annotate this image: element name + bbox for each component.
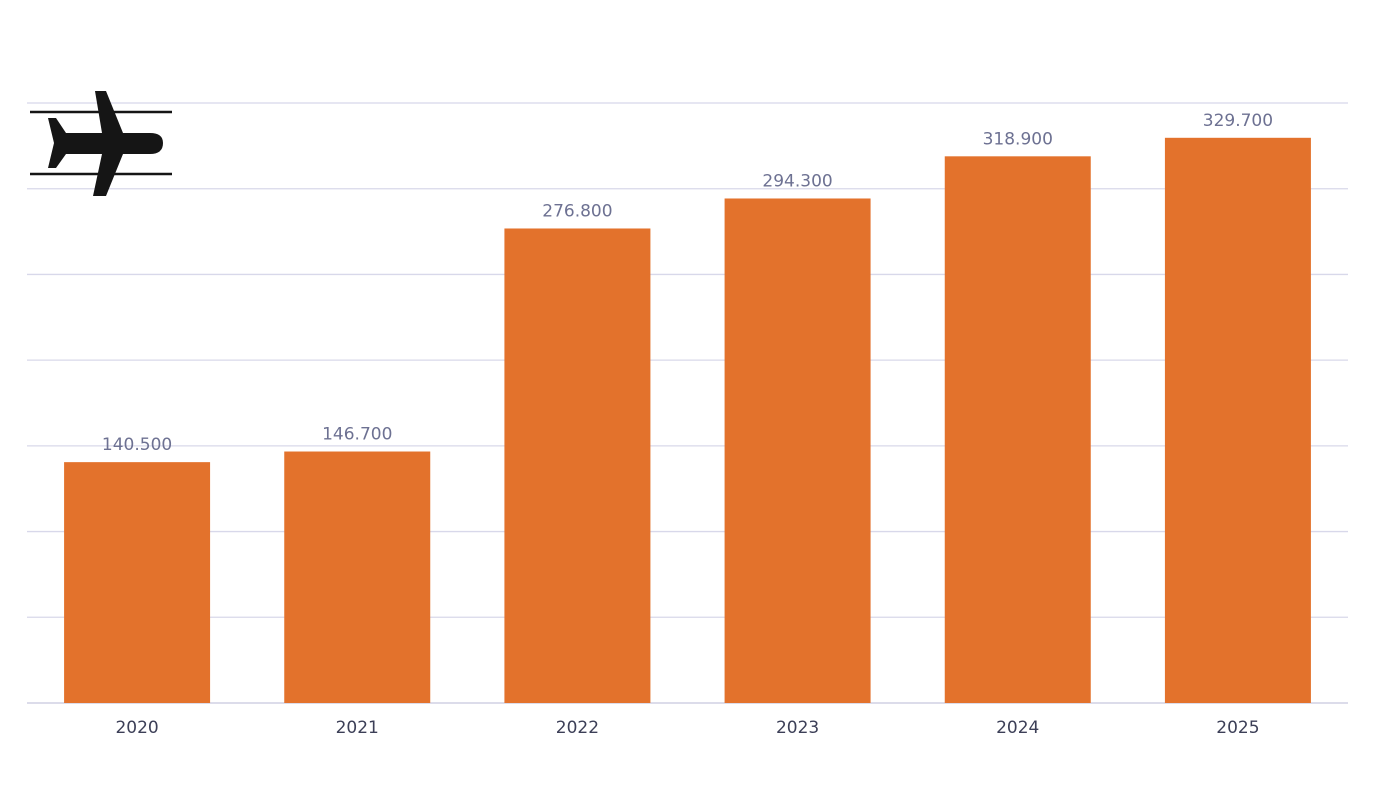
x-tick-label-2024: 2024 — [996, 718, 1039, 738]
bar-2023 — [724, 198, 871, 703]
bar-2021 — [284, 451, 431, 703]
value-label-2023: 294.300 — [762, 171, 832, 191]
bar-2022 — [504, 228, 651, 703]
x-tick-label-2023: 2023 — [776, 718, 819, 738]
value-label-2022: 276.800 — [542, 201, 612, 221]
bar-2024 — [944, 156, 1091, 704]
x-tick-layer: 2020 2021 2022 2023 2024 2025 — [115, 718, 1259, 738]
x-tick-label-2021: 2021 — [336, 718, 379, 738]
x-tick-label-2020: 2020 — [115, 718, 158, 738]
value-label-2024: 318.900 — [983, 129, 1053, 149]
bar-2025 — [1164, 137, 1311, 704]
value-label-2025: 329.700 — [1203, 111, 1273, 131]
x-tick-label-2025: 2025 — [1216, 718, 1259, 738]
bar-2020 — [64, 462, 211, 703]
grid-layer — [27, 102, 1348, 704]
airplane-icon — [30, 91, 172, 196]
value-label-2021: 146.700 — [322, 425, 392, 445]
value-label-2020: 140.500 — [102, 435, 172, 455]
x-tick-label-2022: 2022 — [556, 718, 599, 738]
bar-layer — [64, 137, 1311, 704]
value-label-layer: 140.500 146.700 276.800 294.300 318.900 329.7… — [102, 111, 1273, 455]
